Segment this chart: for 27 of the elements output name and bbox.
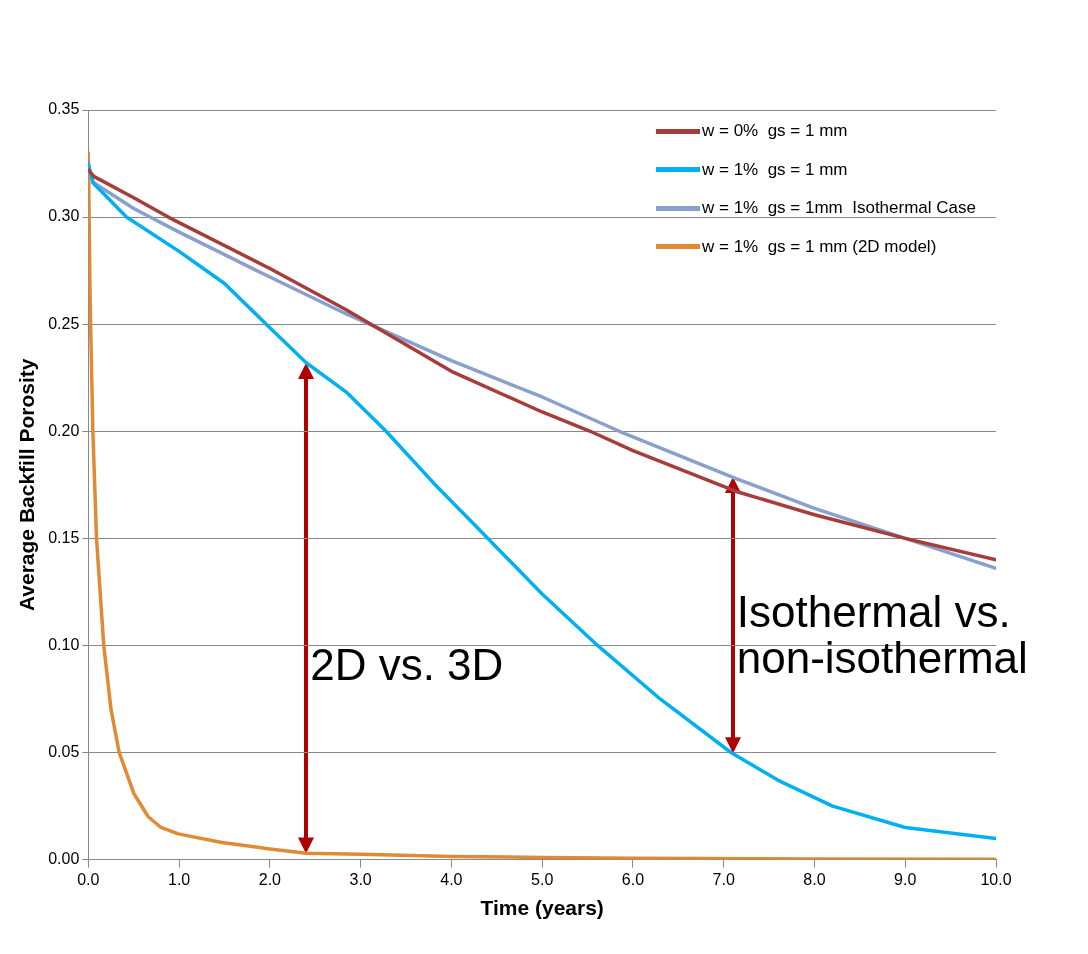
y-tick-label: 0.30 (48, 207, 80, 225)
y-tick-label: 0.10 (48, 635, 80, 653)
x-tick-label: 7.0 (712, 870, 735, 888)
y-tick-label: 0.00 (48, 850, 80, 868)
legend-label: w = 1% gs = 1 mm (2D model) (702, 236, 937, 257)
x-tick-label: 8.0 (803, 870, 826, 888)
annotation: Isothermal vs. non-isothermal (736, 586, 1028, 682)
x-tick-label: 4.0 (440, 870, 463, 888)
y-tick-label: 0.05 (48, 742, 80, 760)
annotation: 2D vs. 3D (310, 639, 504, 689)
x-tick-label: 6.0 (621, 870, 645, 888)
x-tick-label: 5.0 (531, 870, 554, 888)
legend-label: w = 1% gs = 1 mm (702, 159, 848, 180)
x-tick-label: 10.0 (980, 870, 1012, 888)
y-tick-label: 0.25 (48, 314, 80, 332)
legend-label: w = 1% gs = 1mm Isothermal Case (702, 198, 976, 219)
x-tick-label: 3.0 (349, 870, 372, 888)
x-axis-title: Time (years) (480, 896, 604, 920)
x-tick-label: 0.0 (77, 870, 100, 888)
y-tick-label: 0.20 (48, 421, 80, 439)
x-tick-label: 9.0 (894, 870, 917, 888)
y-tick-label: 0.15 (48, 528, 80, 546)
legend-label: w = 0% gs = 1 mm (702, 121, 848, 142)
y-axis-title: Average Backfill Porosity (15, 358, 39, 612)
x-tick-label: 1.0 (167, 870, 191, 888)
x-tick-label: 2.0 (258, 870, 282, 888)
y-tick-label: 0.35 (48, 100, 80, 118)
